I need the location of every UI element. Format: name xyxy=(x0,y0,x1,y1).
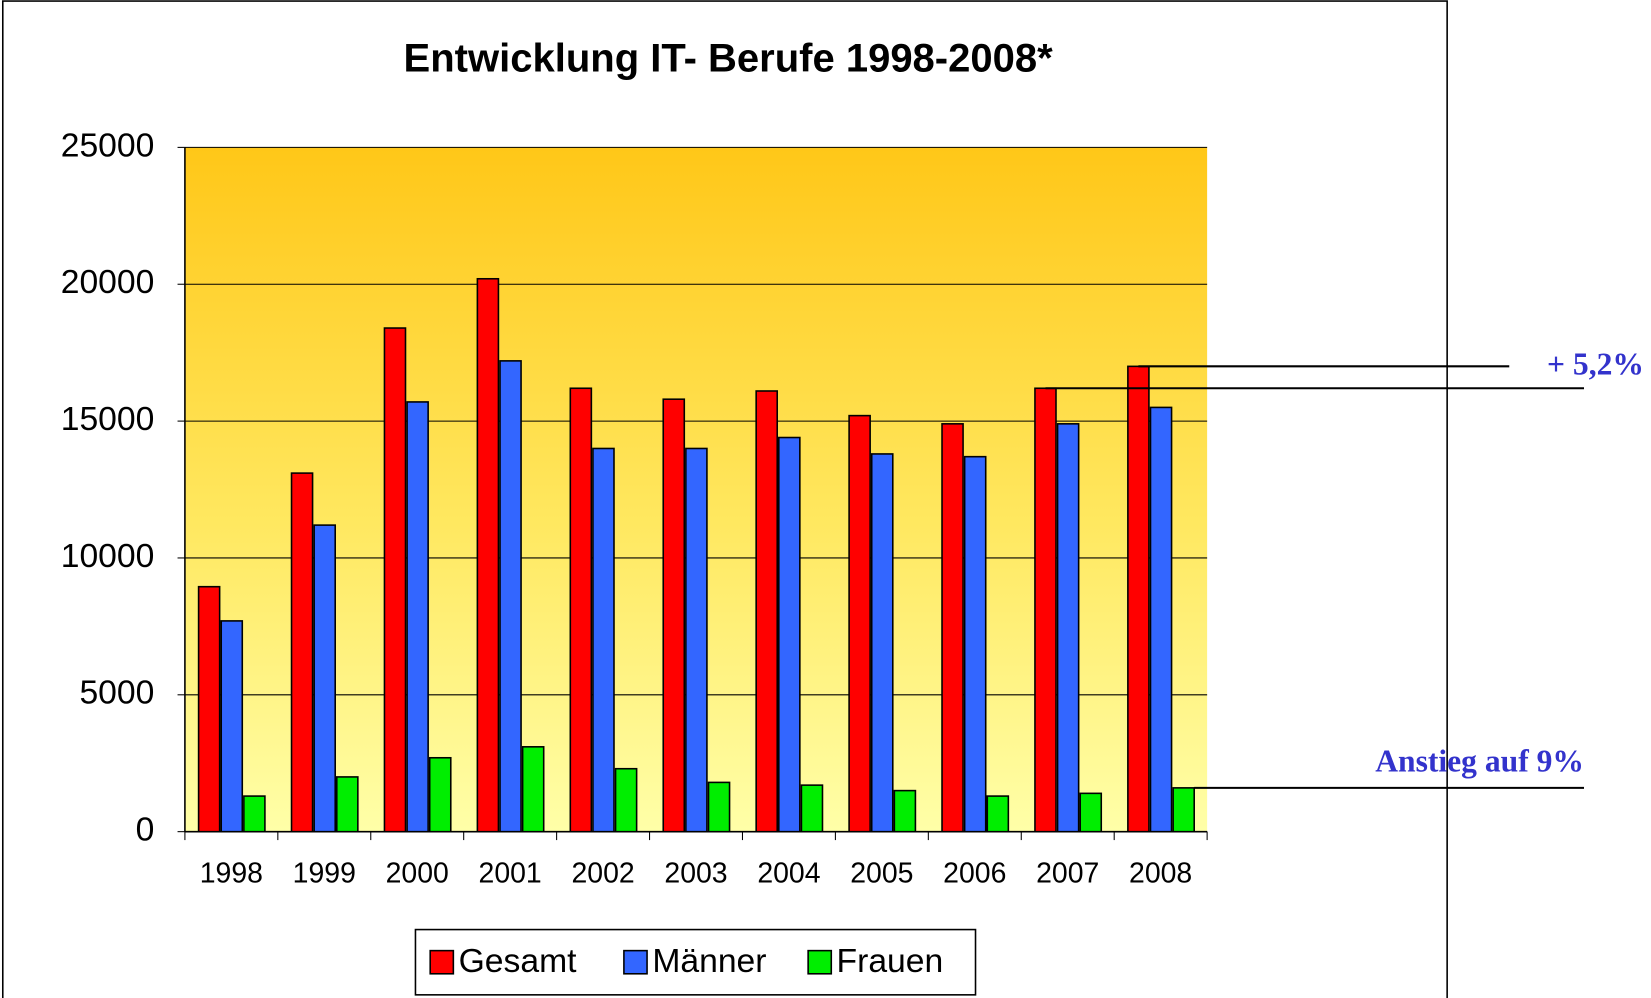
bar xyxy=(243,795,266,833)
bar xyxy=(778,436,801,833)
y-tick-label: 0 xyxy=(136,812,155,849)
bar xyxy=(220,620,244,833)
bar xyxy=(893,789,917,833)
bar xyxy=(1172,787,1195,833)
bar xyxy=(1127,365,1150,833)
bar xyxy=(569,387,593,833)
bar xyxy=(428,756,452,833)
annotation: Anstieg auf 9% xyxy=(1375,744,1584,779)
x-tick-label: 1999 xyxy=(293,857,356,889)
x-tick-label: 2006 xyxy=(943,857,1006,889)
bar xyxy=(290,472,314,833)
bar xyxy=(963,455,987,833)
annotation: + 5,2% xyxy=(1547,347,1644,382)
chart-title: Entwicklung IT- Berufe 1998-2008* xyxy=(404,37,1054,81)
x-tick-label: 2004 xyxy=(757,857,820,889)
x-tick-label: 2003 xyxy=(664,857,727,889)
bar xyxy=(1079,792,1103,833)
y-tick-label: 10000 xyxy=(61,538,155,575)
bar xyxy=(383,327,407,833)
bar xyxy=(614,767,638,833)
x-tick-label: 2005 xyxy=(850,857,913,889)
bar xyxy=(707,781,731,833)
x-tick-label: 2001 xyxy=(479,857,542,889)
x-tick-label: 2000 xyxy=(386,857,449,889)
bar xyxy=(848,414,871,833)
bar xyxy=(197,585,221,833)
bar xyxy=(313,524,336,833)
bar xyxy=(1034,387,1057,833)
bar xyxy=(476,277,500,833)
y-tick-label: 25000 xyxy=(61,127,155,164)
bar xyxy=(800,784,824,833)
y-tick-label: 5000 xyxy=(79,675,154,712)
bar xyxy=(1149,406,1173,833)
bar xyxy=(406,401,429,833)
bar xyxy=(1056,423,1080,833)
bar xyxy=(685,447,708,833)
bar xyxy=(521,746,545,833)
legend-label: Gesamt xyxy=(459,943,578,980)
legend xyxy=(414,928,977,996)
bar xyxy=(870,453,894,833)
legend-swatch xyxy=(807,949,833,975)
legend-swatch xyxy=(623,949,648,975)
legend-label: Frauen xyxy=(837,943,944,980)
bar xyxy=(941,423,964,833)
bar xyxy=(755,390,779,833)
bar xyxy=(662,398,686,833)
x-tick-label: 2008 xyxy=(1129,857,1192,889)
y-tick-label: 20000 xyxy=(61,264,155,301)
y-tick-label: 15000 xyxy=(61,401,155,438)
x-tick-label: 2007 xyxy=(1036,857,1099,889)
x-tick-label: 1998 xyxy=(200,857,263,889)
bar xyxy=(592,447,615,833)
legend-swatch xyxy=(429,949,455,975)
legend-label: Männer xyxy=(652,943,766,980)
bar xyxy=(986,795,1010,833)
x-tick-label: 2002 xyxy=(571,857,634,889)
bar xyxy=(335,776,359,833)
bar xyxy=(499,360,522,833)
